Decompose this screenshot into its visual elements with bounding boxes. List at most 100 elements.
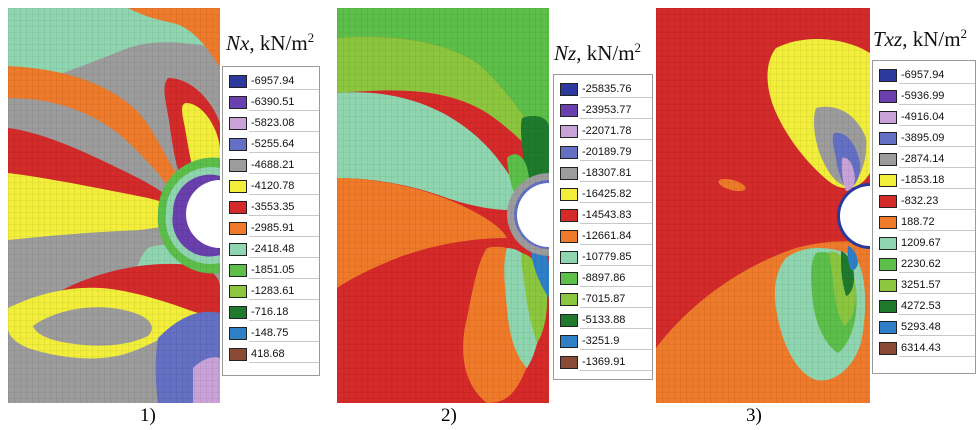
legend-divider: [580, 370, 652, 371]
legend-nx: Nx, kN/m2 -6957.94 -6390.51 -5823.08 -5255.…: [220, 0, 324, 400]
legend-swatch: [560, 188, 578, 201]
legend-row: -5255.64: [223, 136, 319, 153]
legend-row: -1283.61: [223, 283, 319, 300]
legend-row: -1853.18: [873, 172, 975, 189]
legend-row: 5293.48: [873, 319, 975, 336]
legend-value: -18307.81: [582, 167, 632, 179]
legend-row: -5133.88: [554, 312, 652, 329]
legend-row: -25835.76: [554, 81, 652, 98]
legend-row: -3251.9: [554, 333, 652, 350]
legend-row: -1851.05: [223, 262, 319, 279]
legend-row: 4272.53: [873, 298, 975, 315]
legend-divider: [580, 223, 652, 224]
legend-value: 4272.53: [901, 300, 941, 312]
legend-row: -2418.48: [223, 241, 319, 258]
legend-divider: [249, 173, 319, 174]
legend-value: -25835.76: [582, 83, 632, 95]
legend-value: -23953.77: [582, 104, 632, 116]
legend-row: -20189.79: [554, 144, 652, 161]
legend-symbol-txz: Txz: [873, 27, 903, 51]
panel-caption-2: 2): [441, 405, 457, 426]
legend-value: 5293.48: [901, 321, 941, 333]
legend-swatch: [879, 195, 897, 208]
legend-value: -10779.85: [582, 251, 632, 263]
legend-value: -1283.61: [251, 285, 295, 297]
legend-divider: [249, 110, 319, 111]
legend-swatch: [879, 111, 897, 124]
legend-divider: [249, 257, 319, 258]
legend-swatch: [879, 153, 897, 166]
legend-unit-nz: , kN/m: [576, 41, 635, 65]
legend-swatch: [229, 306, 247, 319]
legend-row: -2874.14: [873, 151, 975, 168]
legend-value: -3251.9: [582, 335, 620, 347]
contour-plot-txz: [656, 8, 870, 403]
legend-row: -4688.21: [223, 157, 319, 174]
legend-value: -5936.99: [901, 90, 945, 102]
legend-divider: [580, 139, 652, 140]
legend-swatch: [229, 222, 247, 235]
legend-exp-txz: 2: [960, 26, 968, 41]
legend-divider: [580, 202, 652, 203]
legend-divider: [899, 83, 975, 84]
legend-swatch: [560, 293, 578, 306]
legend-value: 418.68: [251, 348, 285, 360]
legend-row: -5823.08: [223, 115, 319, 132]
legend-row: -12661.84: [554, 228, 652, 245]
legend-value: 1209.67: [901, 237, 941, 249]
legend-row: 3251.57: [873, 277, 975, 294]
legend-row: -18307.81: [554, 165, 652, 182]
legend-row: -2985.91: [223, 220, 319, 237]
legend-swatch: [229, 243, 247, 256]
legend-row: 6314.43: [873, 340, 975, 357]
legend-value: -8897.86: [582, 272, 626, 284]
legend-swatch: [560, 209, 578, 222]
legend-value: -4688.21: [251, 159, 295, 171]
legend-swatch: [229, 96, 247, 109]
legend-divider: [899, 209, 975, 210]
legend-row: -14543.83: [554, 207, 652, 224]
legend-value: -2418.48: [251, 243, 295, 255]
panel-caption-3: 3): [746, 405, 762, 426]
legend-value: -5255.64: [251, 138, 295, 150]
legend-row: -5936.99: [873, 88, 975, 105]
legend-row: -148.75: [223, 325, 319, 342]
legend-divider: [899, 230, 975, 231]
legend-row: -832.23: [873, 193, 975, 210]
legend-swatch: [560, 314, 578, 327]
legend-swatch: [229, 201, 247, 214]
legend-value: -3553.35: [251, 201, 295, 213]
contour-plot-nz: [337, 8, 549, 403]
legend-value: 3251.57: [901, 279, 941, 291]
legend-divider: [580, 328, 652, 329]
contour-plot-nx: [8, 8, 220, 403]
legend-exp-nx: 2: [307, 30, 315, 45]
legend-swatch: [879, 237, 897, 250]
legend-value: 188.72: [901, 216, 935, 228]
legend-divider: [249, 215, 319, 216]
legend-swatch: [229, 285, 247, 298]
legend-swatch: [560, 83, 578, 96]
legend-swatch: [879, 258, 897, 271]
legend-row: -716.18: [223, 304, 319, 321]
legend-value: -1853.18: [901, 174, 945, 186]
legend-swatch: [879, 321, 897, 334]
legend-exp-nz: 2: [634, 40, 642, 55]
legend-value: -716.18: [251, 306, 289, 318]
legend-swatch: [560, 356, 578, 369]
legend-divider: [580, 244, 652, 245]
legend-swatch: [879, 132, 897, 145]
legend-title-nx: Nx, kN/m2: [226, 30, 314, 56]
legend-swatch: [560, 230, 578, 243]
legend-swatch: [560, 167, 578, 180]
legend-swatch: [879, 300, 897, 313]
legend-divider: [249, 236, 319, 237]
legend-value: -2874.14: [901, 153, 945, 165]
legend-value: -12661.84: [582, 230, 632, 242]
legend-swatch: [879, 216, 897, 229]
legend-row: -6957.94: [873, 67, 975, 84]
legend-value: -1369.91: [582, 356, 626, 368]
legend-divider: [899, 188, 975, 189]
legend-row: -3895.09: [873, 130, 975, 147]
legend-value: -22071.78: [582, 125, 632, 137]
